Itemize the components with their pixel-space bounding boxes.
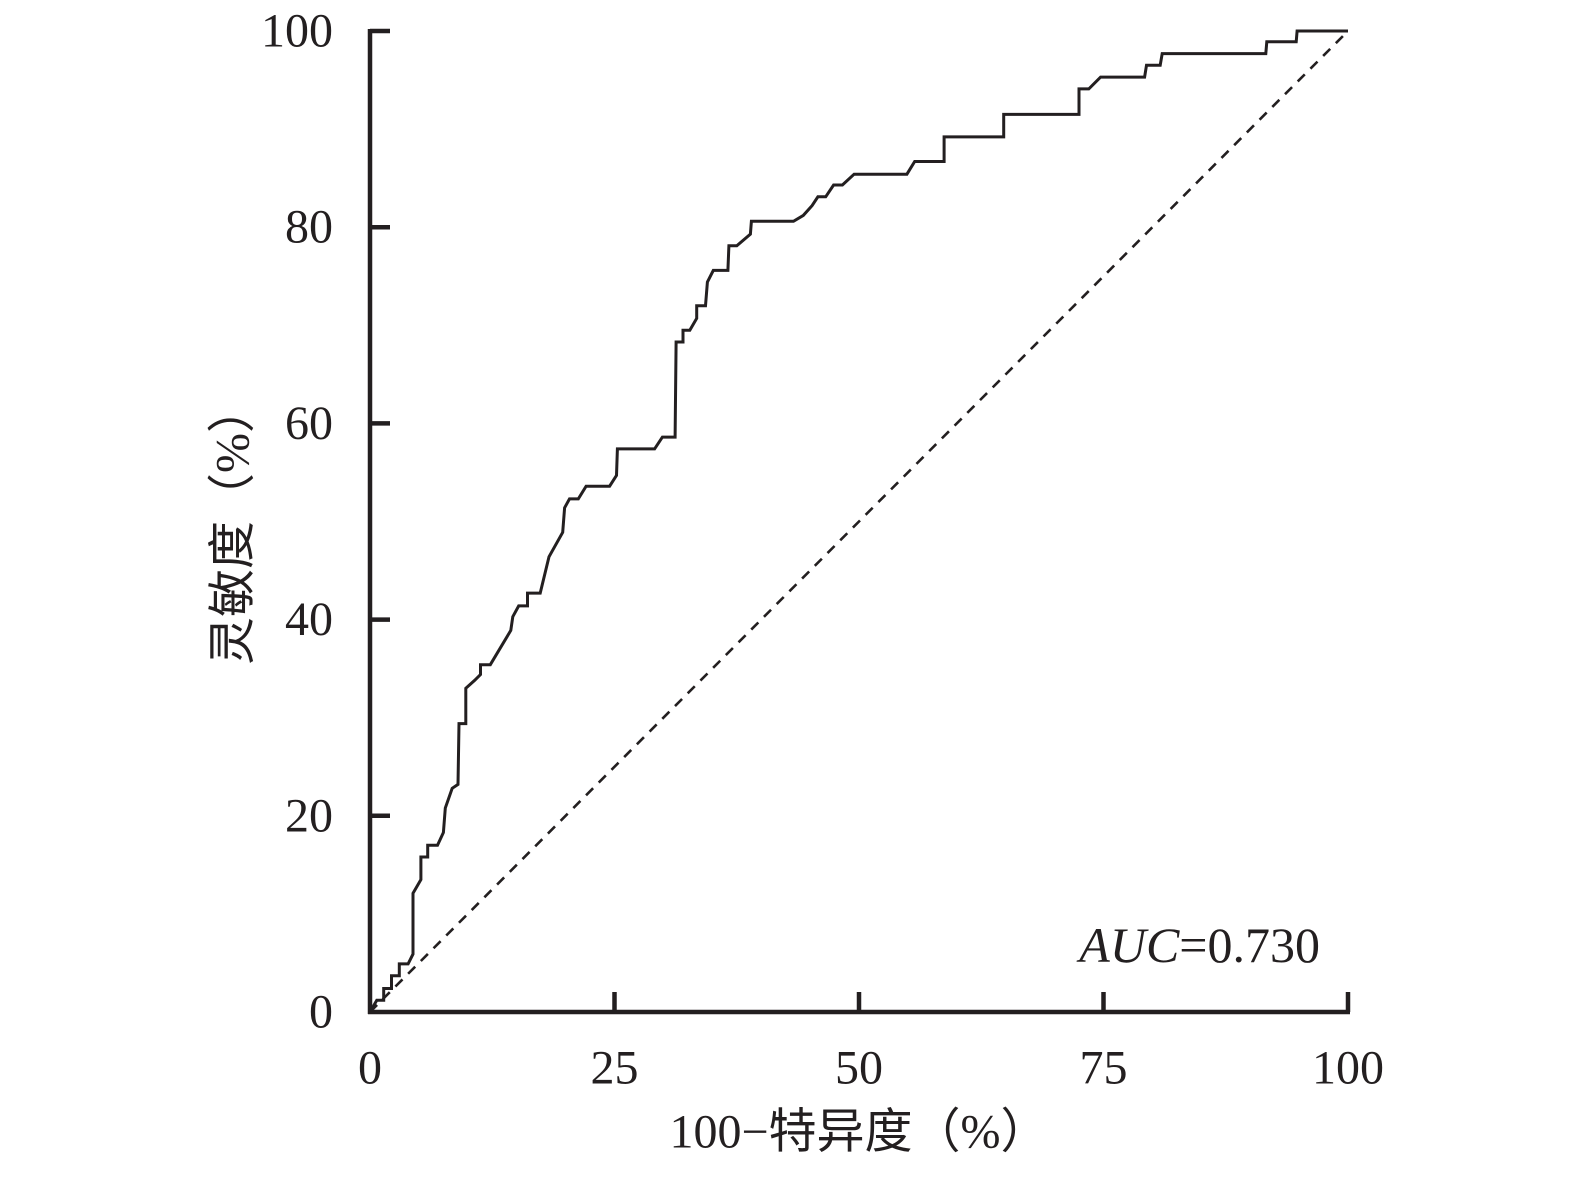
auc-annotation: AUC=0.730: [1076, 917, 1320, 973]
x-tick-label: 100: [1312, 1042, 1384, 1095]
reference-diagonal-line: [369, 30, 1349, 1013]
y-tick-label: 0: [309, 986, 333, 1039]
auc-annotation-value: =0.730: [1179, 917, 1320, 973]
axis-layer: [367, 28, 1351, 1015]
y-tick-label: 40: [285, 593, 333, 646]
y-tick-label: 60: [285, 397, 333, 450]
y-axis-title: 灵敏度（%）: [207, 385, 260, 665]
x-tick-label: 75: [1080, 1042, 1128, 1095]
x-tick-label: 25: [591, 1042, 639, 1095]
y-tick-label: 20: [285, 789, 333, 842]
y-tick-label: 100: [261, 5, 333, 58]
x-tick-label: 0: [358, 1042, 382, 1095]
auc-annotation-label: AUC: [1076, 917, 1180, 973]
x-tick-label: 50: [835, 1042, 883, 1095]
x-axis-title: 100−特异度（%）: [669, 1106, 1048, 1159]
series-layer: [368, 29, 1349, 1013]
tick-label-layer: 0 20 40 60 80 100 0 25 50 75 100: [261, 5, 1384, 1095]
y-tick-label: 80: [285, 201, 333, 254]
roc-curve-line: [368, 29, 1348, 1013]
